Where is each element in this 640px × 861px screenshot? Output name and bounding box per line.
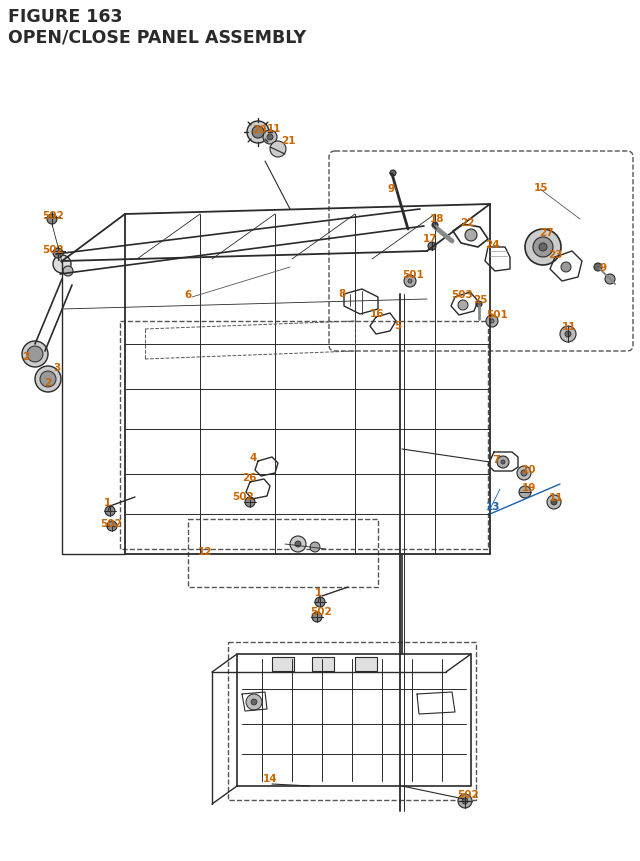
Text: 1: 1 (315, 587, 323, 598)
Text: 11: 11 (267, 124, 282, 133)
Circle shape (551, 499, 557, 505)
Circle shape (40, 372, 56, 387)
Bar (312, 657, 334, 672)
Text: 2: 2 (22, 351, 29, 362)
Circle shape (561, 263, 571, 273)
Text: 19: 19 (522, 482, 536, 492)
Circle shape (63, 267, 73, 276)
Circle shape (547, 495, 561, 510)
Text: 502: 502 (42, 245, 64, 255)
Circle shape (53, 256, 71, 274)
Text: 12: 12 (198, 547, 212, 556)
Text: 23: 23 (548, 250, 563, 260)
Circle shape (47, 214, 57, 225)
Bar (188, 519, 378, 587)
Text: 9: 9 (387, 183, 394, 194)
Text: 8: 8 (338, 288, 345, 299)
Circle shape (408, 280, 412, 283)
Circle shape (476, 301, 482, 307)
Text: 26: 26 (242, 473, 257, 482)
Circle shape (458, 300, 468, 311)
Text: 25: 25 (473, 294, 488, 305)
Text: 9: 9 (600, 263, 607, 273)
Text: 4: 4 (249, 453, 257, 462)
Text: 27: 27 (539, 228, 554, 238)
Text: 20: 20 (252, 125, 266, 135)
Circle shape (105, 506, 115, 517)
Text: 11: 11 (562, 322, 577, 331)
Text: 10: 10 (522, 464, 536, 474)
Text: FIGURE 163: FIGURE 163 (8, 8, 122, 26)
Circle shape (519, 486, 531, 499)
Circle shape (312, 612, 322, 623)
Text: 24: 24 (485, 239, 500, 250)
Circle shape (458, 794, 472, 808)
Text: 502: 502 (310, 606, 332, 616)
Text: 15: 15 (534, 183, 548, 193)
Circle shape (533, 238, 553, 257)
Circle shape (263, 131, 277, 145)
Circle shape (247, 122, 269, 144)
Circle shape (565, 331, 571, 338)
Circle shape (560, 326, 576, 343)
Circle shape (267, 135, 273, 141)
Text: OPEN/CLOSE PANEL ASSEMBLY: OPEN/CLOSE PANEL ASSEMBLY (8, 28, 306, 46)
Circle shape (53, 249, 63, 258)
Bar (355, 657, 377, 672)
Circle shape (252, 127, 264, 139)
Circle shape (517, 467, 531, 480)
Circle shape (465, 230, 477, 242)
Text: 14: 14 (263, 773, 278, 784)
Circle shape (245, 498, 255, 507)
Text: 22: 22 (460, 218, 474, 228)
Text: 502: 502 (232, 492, 253, 501)
Text: 503: 503 (451, 289, 473, 300)
Circle shape (428, 243, 436, 251)
Text: 502: 502 (457, 789, 479, 799)
Text: 502: 502 (100, 518, 122, 529)
Text: 502: 502 (42, 211, 64, 220)
Circle shape (462, 798, 468, 804)
Circle shape (497, 456, 509, 468)
Circle shape (486, 316, 498, 328)
Circle shape (290, 536, 306, 553)
Text: 7: 7 (492, 455, 499, 464)
Circle shape (315, 598, 325, 607)
Circle shape (107, 522, 117, 531)
Circle shape (251, 699, 257, 705)
Text: 1: 1 (104, 498, 111, 507)
Circle shape (270, 142, 286, 158)
Circle shape (501, 461, 505, 464)
Bar (272, 657, 294, 672)
Circle shape (246, 694, 262, 710)
Circle shape (594, 263, 602, 272)
Text: 18: 18 (430, 214, 445, 224)
Text: 2: 2 (44, 378, 51, 387)
Text: 5: 5 (394, 320, 401, 331)
Circle shape (605, 275, 615, 285)
Text: 11: 11 (549, 492, 563, 503)
Text: 6: 6 (184, 289, 191, 300)
Circle shape (432, 223, 438, 229)
Circle shape (525, 230, 561, 266)
Bar (228, 642, 476, 800)
Text: 501: 501 (486, 310, 508, 319)
Text: 21: 21 (281, 136, 296, 146)
Bar (120, 322, 488, 549)
Circle shape (22, 342, 48, 368)
Text: 17: 17 (423, 233, 438, 244)
Circle shape (490, 319, 494, 324)
Text: 16: 16 (370, 308, 385, 319)
Text: 501: 501 (402, 269, 424, 280)
Circle shape (390, 170, 396, 177)
Circle shape (310, 542, 320, 553)
Circle shape (539, 244, 547, 251)
Circle shape (27, 347, 43, 362)
Circle shape (295, 542, 301, 548)
Circle shape (521, 470, 527, 476)
Circle shape (404, 276, 416, 288)
Text: 13: 13 (486, 501, 500, 511)
Circle shape (35, 367, 61, 393)
Text: 3: 3 (53, 362, 60, 373)
